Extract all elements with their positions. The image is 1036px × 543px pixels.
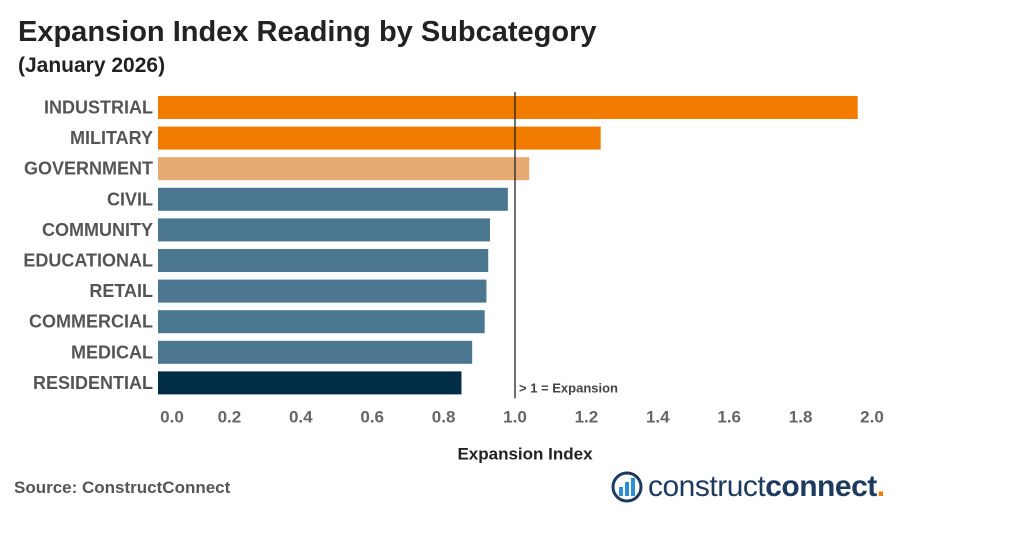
category-label-industrial: INDUSTRIAL: [44, 98, 153, 118]
category-labels: INDUSTRIAL MILITARY GOVERNMENT CIVIL COMMUNI…: [23, 98, 153, 393]
bars-group: [158, 96, 858, 395]
x-tick-0.0: 0.0: [160, 407, 184, 426]
x-tick-2.0: 2.0: [860, 407, 884, 426]
source-note: Source: ConstructConnect: [14, 478, 231, 497]
bar-commercial: [158, 310, 485, 334]
logo-bar-chart-icon: [611, 471, 643, 503]
logo-text-light: construct: [648, 470, 766, 503]
category-label-medical: MEDICAL: [71, 342, 153, 362]
category-label-military: MILITARY: [70, 128, 153, 148]
x-tick-1.4: 1.4: [646, 407, 670, 426]
x-tick-0.8: 0.8: [432, 407, 456, 426]
x-axis-ticks: 0.0 0.2 0.4 0.6 0.8 1.0 1.2 1.4 1.6 1.8 2.0: [160, 407, 884, 426]
bar-civil: [158, 187, 508, 211]
bar-residential: [158, 371, 462, 395]
logo-wordmark: constructconnect.: [648, 470, 885, 504]
bar-chart: INDUSTRIAL MILITARY GOVERNMENT CIVIL COMMUNI…: [23, 92, 884, 463]
logo-text-bold: connect: [765, 470, 877, 503]
x-tick-0.4: 0.4: [289, 407, 313, 426]
reference-line-label: > 1 = Expansion: [519, 380, 618, 395]
x-tick-0.2: 0.2: [218, 407, 242, 426]
bar-retail: [158, 279, 487, 303]
x-tick-1.8: 1.8: [789, 407, 813, 426]
x-tick-0.6: 0.6: [360, 407, 384, 426]
chart-subtitle: (January 2026): [18, 54, 166, 77]
bar-community: [158, 218, 491, 242]
category-label-community: COMMUNITY: [42, 220, 153, 240]
category-label-civil: CIVIL: [107, 189, 153, 209]
category-label-retail: RETAIL: [89, 281, 153, 301]
x-tick-1.6: 1.6: [717, 407, 741, 426]
category-label-residential: RESIDENTIAL: [33, 373, 153, 393]
category-label-government: GOVERNMENT: [24, 159, 153, 179]
x-tick-1.0: 1.0: [503, 407, 527, 426]
chart-title: Expansion Index Reading by Subcategory: [18, 16, 597, 48]
category-label-commercial: COMMERCIAL: [29, 312, 153, 332]
constructconnect-logo: constructconnect.: [610, 470, 885, 504]
logo-text-dot: .: [876, 470, 885, 503]
bar-military: [158, 126, 601, 150]
bar-government: [158, 157, 530, 181]
bar-industrial: [158, 96, 858, 119]
category-label-educational: EDUCATIONAL: [23, 251, 153, 271]
bar-educational: [158, 249, 489, 272]
bar-medical: [158, 340, 473, 364]
x-axis-title: Expansion Index: [457, 444, 593, 463]
x-tick-1.2: 1.2: [575, 407, 599, 426]
